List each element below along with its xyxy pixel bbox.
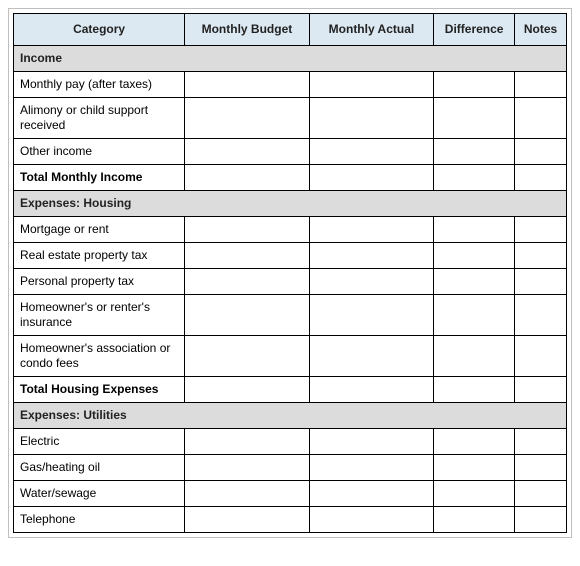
cell xyxy=(434,481,515,507)
table-row: Other income xyxy=(14,139,567,165)
cell xyxy=(185,377,310,403)
table-row: Expenses: Housing xyxy=(14,191,567,217)
cell xyxy=(515,165,567,191)
row-label: Real estate property tax xyxy=(14,243,185,269)
table-row: Telephone xyxy=(14,507,567,533)
table-row: Water/sewage xyxy=(14,481,567,507)
cell xyxy=(185,217,310,243)
cell xyxy=(309,377,434,403)
cell xyxy=(185,165,310,191)
cell xyxy=(309,507,434,533)
table-row: Income xyxy=(14,46,567,72)
cell xyxy=(515,377,567,403)
cell xyxy=(434,507,515,533)
col-header-notes: Notes xyxy=(515,14,567,46)
cell xyxy=(309,481,434,507)
cell xyxy=(309,98,434,139)
cell xyxy=(185,295,310,336)
section-label: Expenses: Utilities xyxy=(14,403,567,429)
cell xyxy=(309,243,434,269)
cell xyxy=(515,217,567,243)
cell xyxy=(515,295,567,336)
cell xyxy=(309,269,434,295)
col-header-budget: Monthly Budget xyxy=(185,14,310,46)
table-row: Expenses: Utilities xyxy=(14,403,567,429)
row-label: Alimony or child support received xyxy=(14,98,185,139)
cell xyxy=(185,455,310,481)
cell xyxy=(309,295,434,336)
cell xyxy=(515,98,567,139)
col-header-category: Category xyxy=(14,14,185,46)
cell xyxy=(434,429,515,455)
row-label: Homeowner's or renter's insurance xyxy=(14,295,185,336)
cell xyxy=(309,217,434,243)
row-label: Total Housing Expenses xyxy=(14,377,185,403)
row-label: Total Monthly Income xyxy=(14,165,185,191)
cell xyxy=(434,295,515,336)
table-row: Real estate property tax xyxy=(14,243,567,269)
section-label: Income xyxy=(14,46,567,72)
col-header-difference: Difference xyxy=(434,14,515,46)
cell xyxy=(434,72,515,98)
table-body: IncomeMonthly pay (after taxes)Alimony o… xyxy=(14,46,567,533)
cell xyxy=(185,139,310,165)
cell xyxy=(515,243,567,269)
cell xyxy=(309,429,434,455)
cell xyxy=(515,507,567,533)
table-row: Homeowner's association or condo fees xyxy=(14,336,567,377)
row-label: Electric xyxy=(14,429,185,455)
cell xyxy=(185,336,310,377)
cell xyxy=(434,217,515,243)
cell xyxy=(434,98,515,139)
row-label: Personal property tax xyxy=(14,269,185,295)
cell xyxy=(185,481,310,507)
table-row: Total Housing Expenses xyxy=(14,377,567,403)
cell xyxy=(309,336,434,377)
section-label: Expenses: Housing xyxy=(14,191,567,217)
cell xyxy=(434,165,515,191)
cell xyxy=(185,269,310,295)
table-row: Total Monthly Income xyxy=(14,165,567,191)
col-header-actual: Monthly Actual xyxy=(309,14,434,46)
cell xyxy=(185,429,310,455)
header-row: Category Monthly Budget Monthly Actual D… xyxy=(14,14,567,46)
cell xyxy=(185,98,310,139)
budget-table: Category Monthly Budget Monthly Actual D… xyxy=(13,13,567,533)
row-label: Water/sewage xyxy=(14,481,185,507)
cell xyxy=(185,507,310,533)
table-row: Homeowner's or renter's insurance xyxy=(14,295,567,336)
cell xyxy=(515,336,567,377)
cell xyxy=(185,243,310,269)
cell xyxy=(515,481,567,507)
cell xyxy=(434,336,515,377)
cell xyxy=(434,269,515,295)
table-row: Personal property tax xyxy=(14,269,567,295)
table-row: Monthly pay (after taxes) xyxy=(14,72,567,98)
row-label: Gas/heating oil xyxy=(14,455,185,481)
cell xyxy=(515,429,567,455)
cell xyxy=(309,72,434,98)
cell xyxy=(434,243,515,269)
row-label: Homeowner's association or condo fees xyxy=(14,336,185,377)
cell xyxy=(434,455,515,481)
cell xyxy=(434,139,515,165)
row-label: Mortgage or rent xyxy=(14,217,185,243)
cell xyxy=(309,455,434,481)
cell xyxy=(515,455,567,481)
cell xyxy=(185,72,310,98)
cell xyxy=(434,377,515,403)
row-label: Other income xyxy=(14,139,185,165)
cell xyxy=(515,139,567,165)
cell xyxy=(515,72,567,98)
cell xyxy=(309,165,434,191)
cell xyxy=(309,139,434,165)
table-row: Mortgage or rent xyxy=(14,217,567,243)
table-row: Electric xyxy=(14,429,567,455)
cell xyxy=(515,269,567,295)
table-row: Alimony or child support received xyxy=(14,98,567,139)
table-row: Gas/heating oil xyxy=(14,455,567,481)
budget-table-wrapper: Category Monthly Budget Monthly Actual D… xyxy=(8,8,572,538)
row-label: Telephone xyxy=(14,507,185,533)
row-label: Monthly pay (after taxes) xyxy=(14,72,185,98)
